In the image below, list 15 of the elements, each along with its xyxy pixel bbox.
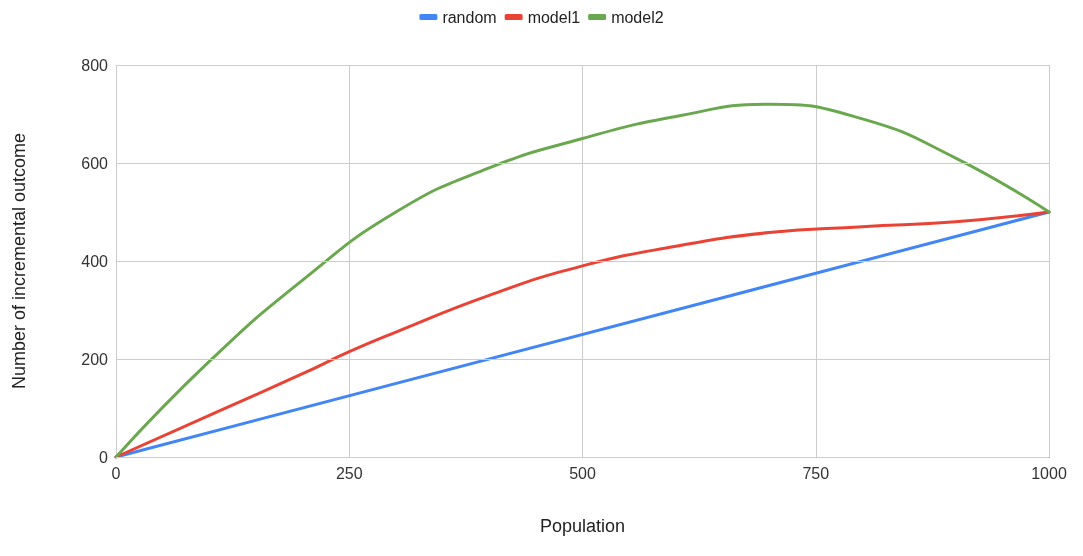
x-tick-label: 0 [111,464,121,482]
x-tick-label: 1000 [1031,464,1067,482]
x-tick-label: 250 [335,464,363,482]
y-tick-label: 800 [81,56,109,74]
legend-label: random [442,8,497,26]
x-tick-label: 750 [802,464,830,482]
y-axis-title: Number of incremental outcome [9,132,29,390]
x-tick-label: 500 [569,464,596,482]
y-tick-label: 0 [99,448,109,466]
y-tick-label: 200 [81,350,109,368]
y-tick-label: 400 [81,252,109,270]
legend-label: model2 [611,8,664,26]
x-axis-title: Population [539,516,626,536]
y-tick-label: 600 [81,154,109,172]
legend-label: model1 [527,8,581,26]
